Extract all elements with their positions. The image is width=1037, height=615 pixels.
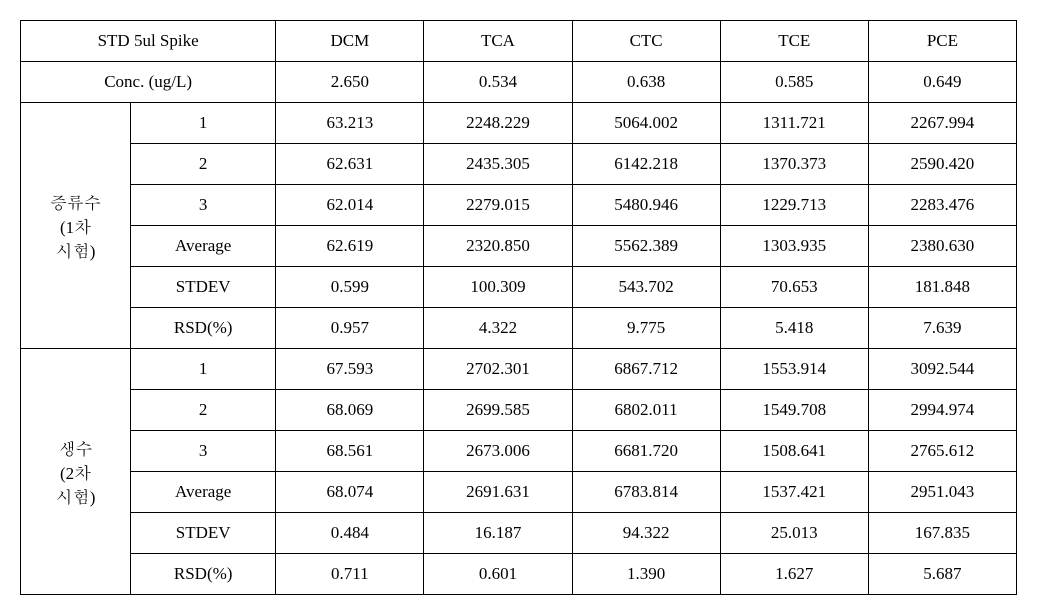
cell-value: 62.619 bbox=[276, 226, 424, 267]
row-label: 3 bbox=[131, 431, 276, 472]
cell-value: 16.187 bbox=[424, 513, 572, 554]
cell-value: 68.074 bbox=[276, 472, 424, 513]
row-label: STDEV bbox=[131, 267, 276, 308]
group-title-0: 증류수(1차시험) bbox=[21, 103, 131, 349]
row-label: Average bbox=[131, 472, 276, 513]
cell-value: 5.687 bbox=[868, 554, 1016, 595]
row-label: 1 bbox=[131, 103, 276, 144]
cell-value: 1370.373 bbox=[720, 144, 868, 185]
cell-value: 68.561 bbox=[276, 431, 424, 472]
cell-value: 2951.043 bbox=[868, 472, 1016, 513]
group-title-line3: 시험) bbox=[27, 484, 124, 508]
cell-value: 1303.935 bbox=[720, 226, 868, 267]
cell-value: 62.014 bbox=[276, 185, 424, 226]
cell-value: 2702.301 bbox=[424, 349, 572, 390]
header-compound-3: TCE bbox=[720, 21, 868, 62]
cell-value: 2267.994 bbox=[868, 103, 1016, 144]
cell-value: 167.835 bbox=[868, 513, 1016, 554]
cell-value: 5562.389 bbox=[572, 226, 720, 267]
cell-value: 1311.721 bbox=[720, 103, 868, 144]
cell-value: 9.775 bbox=[572, 308, 720, 349]
group-title-line2: (2차 bbox=[27, 460, 124, 484]
row-label: RSD(%) bbox=[131, 554, 276, 595]
cell-value: 1549.708 bbox=[720, 390, 868, 431]
row-label: 2 bbox=[131, 390, 276, 431]
cell-value: 1.390 bbox=[572, 554, 720, 595]
cell-value: 6802.011 bbox=[572, 390, 720, 431]
header-compound-4: PCE bbox=[868, 21, 1016, 62]
cell-value: 1537.421 bbox=[720, 472, 868, 513]
conc-value-3: 0.585 bbox=[720, 62, 868, 103]
cell-value: 2673.006 bbox=[424, 431, 572, 472]
cell-value: 6783.814 bbox=[572, 472, 720, 513]
row-label: RSD(%) bbox=[131, 308, 276, 349]
cell-value: 2380.630 bbox=[868, 226, 1016, 267]
conc-value-1: 0.534 bbox=[424, 62, 572, 103]
cell-value: 100.309 bbox=[424, 267, 572, 308]
cell-value: 62.631 bbox=[276, 144, 424, 185]
header-compound-1: TCA bbox=[424, 21, 572, 62]
conc-label: Conc. (ug/L) bbox=[21, 62, 276, 103]
group-title-line1: 생수 bbox=[27, 436, 124, 460]
cell-value: 6867.712 bbox=[572, 349, 720, 390]
cell-value: 2435.305 bbox=[424, 144, 572, 185]
cell-value: 2691.631 bbox=[424, 472, 572, 513]
header-compound-0: DCM bbox=[276, 21, 424, 62]
header-spike-label: STD 5ul Spike bbox=[21, 21, 276, 62]
cell-value: 2699.585 bbox=[424, 390, 572, 431]
cell-value: 1229.713 bbox=[720, 185, 868, 226]
group-title-line2: (1차 bbox=[27, 214, 124, 238]
cell-value: 68.069 bbox=[276, 390, 424, 431]
group-title-1: 생수(2차시험) bbox=[21, 349, 131, 595]
row-label: 3 bbox=[131, 185, 276, 226]
cell-value: 543.702 bbox=[572, 267, 720, 308]
cell-value: 2248.229 bbox=[424, 103, 572, 144]
row-label: 2 bbox=[131, 144, 276, 185]
conc-value-0: 2.650 bbox=[276, 62, 424, 103]
cell-value: 94.322 bbox=[572, 513, 720, 554]
cell-value: 7.639 bbox=[868, 308, 1016, 349]
cell-value: 2994.974 bbox=[868, 390, 1016, 431]
conc-value-2: 0.638 bbox=[572, 62, 720, 103]
cell-value: 63.213 bbox=[276, 103, 424, 144]
row-label: 1 bbox=[131, 349, 276, 390]
cell-value: 5.418 bbox=[720, 308, 868, 349]
conc-value-4: 0.649 bbox=[868, 62, 1016, 103]
cell-value: 2283.476 bbox=[868, 185, 1016, 226]
row-label: Average bbox=[131, 226, 276, 267]
cell-value: 67.593 bbox=[276, 349, 424, 390]
cell-value: 0.957 bbox=[276, 308, 424, 349]
cell-value: 1553.914 bbox=[720, 349, 868, 390]
cell-value: 2590.420 bbox=[868, 144, 1016, 185]
cell-value: 2765.612 bbox=[868, 431, 1016, 472]
cell-value: 25.013 bbox=[720, 513, 868, 554]
cell-value: 70.653 bbox=[720, 267, 868, 308]
group-title-line3: 시험) bbox=[27, 238, 124, 262]
cell-value: 5480.946 bbox=[572, 185, 720, 226]
cell-value: 1.627 bbox=[720, 554, 868, 595]
cell-value: 6142.218 bbox=[572, 144, 720, 185]
row-label: STDEV bbox=[131, 513, 276, 554]
cell-value: 2320.850 bbox=[424, 226, 572, 267]
cell-value: 3092.544 bbox=[868, 349, 1016, 390]
cell-value: 0.601 bbox=[424, 554, 572, 595]
cell-value: 0.484 bbox=[276, 513, 424, 554]
cell-value: 0.599 bbox=[276, 267, 424, 308]
data-table: STD 5ul SpikeDCMTCACTCTCEPCE Conc. (ug/L)… bbox=[20, 20, 1017, 595]
cell-value: 0.711 bbox=[276, 554, 424, 595]
cell-value: 6681.720 bbox=[572, 431, 720, 472]
cell-value: 181.848 bbox=[868, 267, 1016, 308]
group-title-line1: 증류수 bbox=[27, 190, 124, 214]
cell-value: 5064.002 bbox=[572, 103, 720, 144]
header-compound-2: CTC bbox=[572, 21, 720, 62]
cell-value: 2279.015 bbox=[424, 185, 572, 226]
cell-value: 1508.641 bbox=[720, 431, 868, 472]
cell-value: 4.322 bbox=[424, 308, 572, 349]
